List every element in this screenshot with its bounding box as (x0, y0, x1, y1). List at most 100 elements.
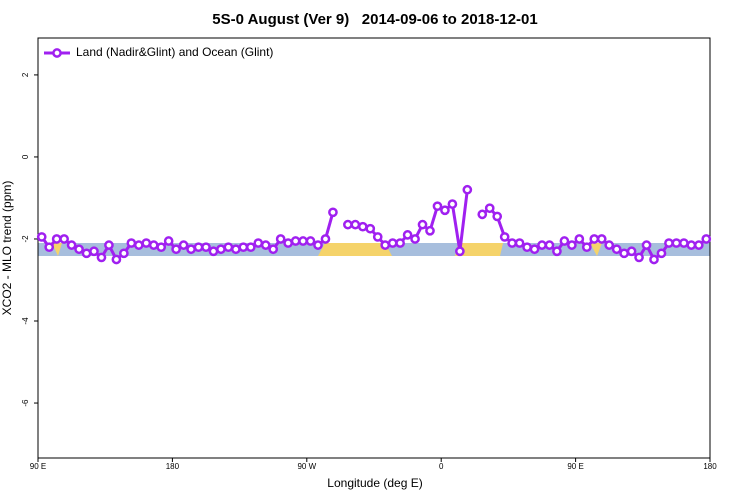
point (51, 234, 62, 244)
point (462, 184, 473, 195)
point (656, 248, 667, 259)
point (141, 238, 152, 248)
point (193, 242, 204, 253)
series-line (347, 189, 469, 253)
point (432, 201, 443, 212)
x-tick-label: 0 (439, 462, 444, 471)
point (350, 219, 361, 230)
x-axis-label: Longitude (deg E) (327, 476, 422, 490)
point (313, 240, 323, 250)
point (604, 240, 615, 250)
point (343, 219, 353, 230)
point (552, 246, 562, 257)
point (66, 240, 77, 250)
point (298, 236, 308, 246)
point (559, 236, 570, 246)
point (89, 246, 99, 257)
point (387, 238, 398, 248)
point (634, 252, 644, 263)
point (537, 240, 547, 250)
point (664, 238, 674, 248)
point (275, 234, 286, 244)
point (320, 234, 331, 244)
point (455, 246, 465, 257)
point (596, 234, 607, 244)
point (447, 199, 458, 209)
point (372, 232, 383, 242)
point (178, 240, 189, 250)
point (44, 242, 55, 253)
point (611, 244, 622, 255)
point (238, 242, 249, 253)
y-tick-label: -2 (21, 235, 30, 243)
point (544, 240, 555, 250)
point (231, 244, 241, 255)
point (410, 234, 420, 244)
point (305, 236, 316, 246)
point (477, 209, 488, 220)
legend-marker (52, 48, 62, 58)
point (126, 238, 137, 248)
point (417, 219, 428, 230)
point (208, 246, 219, 257)
x-tick-label: 180 (703, 462, 717, 471)
land-patch (590, 243, 602, 256)
point (163, 236, 174, 246)
point (268, 244, 279, 255)
x-tick-label: 90 E (30, 462, 46, 471)
point (671, 238, 682, 248)
plot-frame (37, 37, 711, 459)
point (365, 223, 376, 234)
point (425, 225, 435, 236)
point (567, 240, 577, 250)
point (59, 234, 69, 244)
point (253, 238, 264, 248)
point (641, 240, 652, 250)
land-patch (52, 243, 62, 256)
point (223, 242, 234, 253)
point (357, 221, 368, 232)
point (111, 254, 122, 265)
point (626, 246, 637, 257)
point (693, 240, 704, 250)
point (133, 240, 144, 250)
x-tick-label: 180 (166, 462, 180, 471)
point (148, 240, 159, 250)
point (81, 248, 92, 259)
point (395, 238, 405, 248)
point (260, 240, 271, 250)
point (119, 248, 129, 259)
point (507, 238, 517, 248)
point (36, 232, 47, 242)
y-tick-label: 0 (21, 154, 30, 159)
y-tick-label: -4 (21, 317, 30, 325)
land-patch (318, 243, 392, 256)
point (290, 236, 301, 246)
y-tick-label: -6 (21, 399, 30, 407)
point (619, 248, 629, 259)
point (171, 244, 181, 255)
point (581, 242, 592, 253)
point (245, 242, 256, 253)
chart-title: 5S-0 August (Ver 9) 2014-09-06 to 2018-1… (212, 11, 537, 28)
point (679, 238, 689, 248)
point (686, 240, 697, 250)
point (186, 244, 196, 255)
point (701, 234, 712, 244)
point (402, 230, 413, 240)
point (216, 244, 226, 255)
point (74, 244, 84, 255)
y-tick-label: 2 (21, 72, 30, 77)
point (283, 238, 293, 248)
point (328, 207, 338, 218)
point (380, 240, 391, 250)
point (440, 205, 450, 216)
point (529, 244, 540, 255)
y-axis-label: XCO2 - MLO trend (ppm) (0, 181, 14, 316)
point (201, 242, 211, 253)
point (96, 252, 107, 263)
point (514, 238, 525, 248)
x-tick-label: 90 E (567, 462, 583, 471)
point (484, 203, 495, 214)
point (104, 240, 114, 250)
